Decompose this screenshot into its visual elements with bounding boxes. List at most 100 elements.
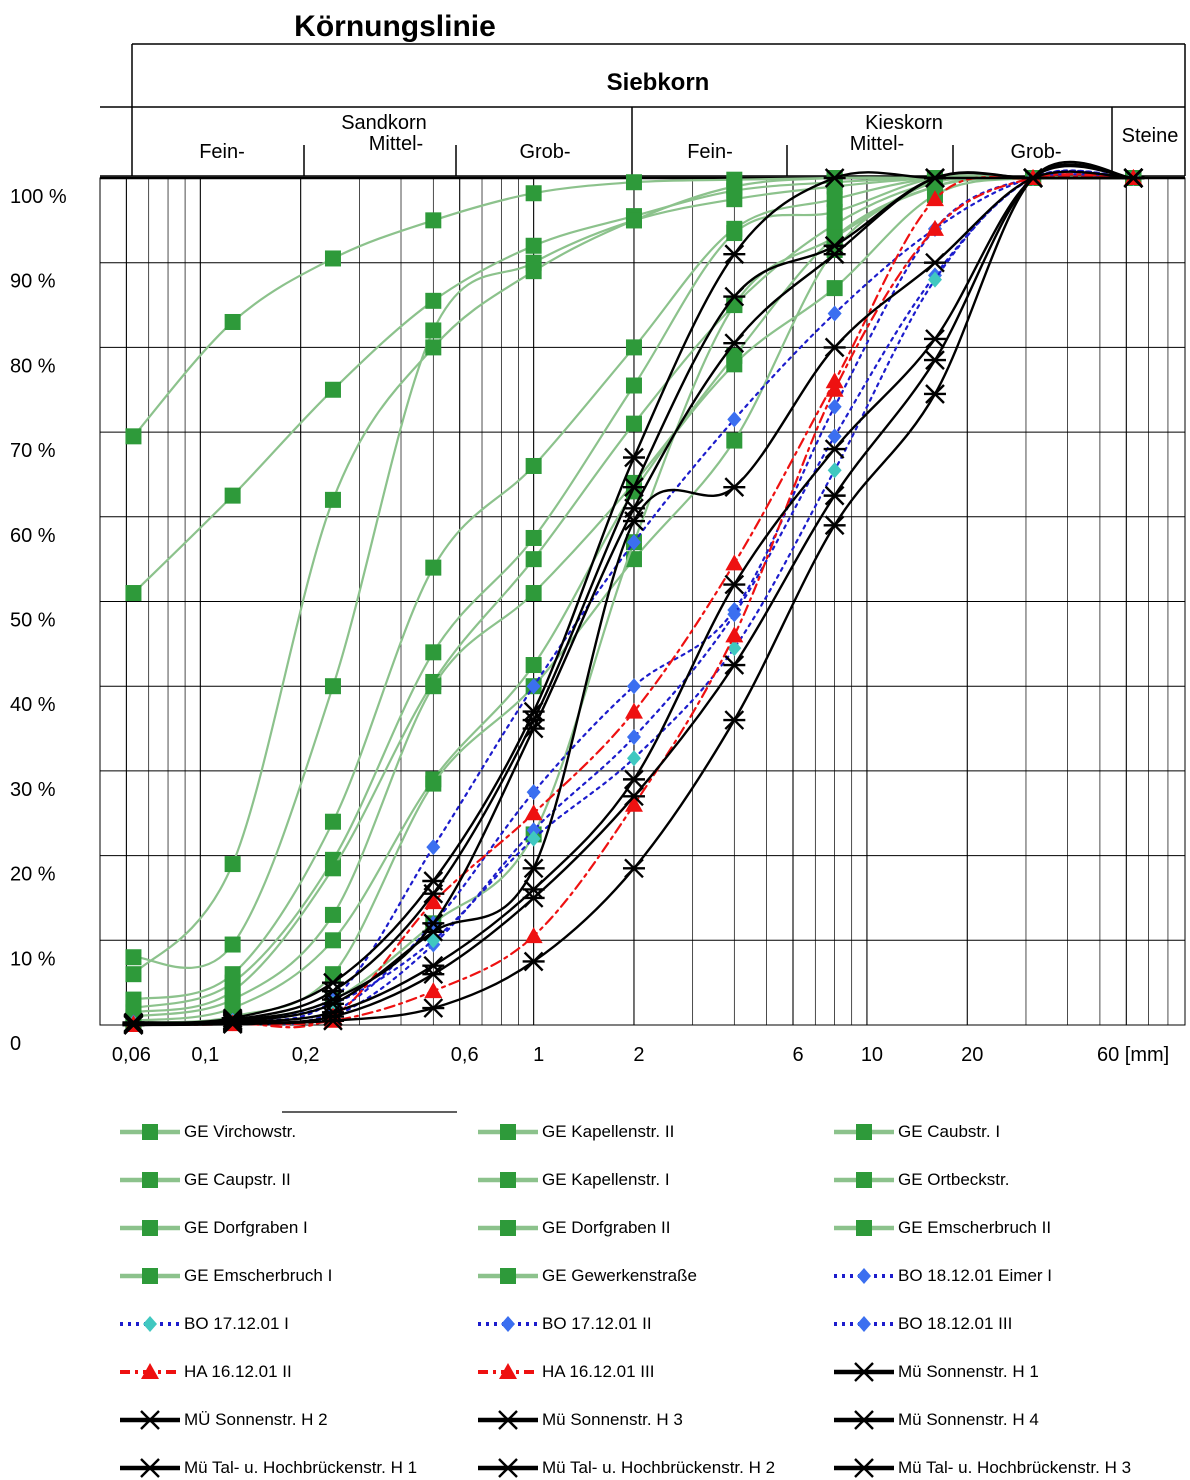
data-point — [923, 329, 946, 349]
legend-swatch — [834, 1124, 894, 1140]
legend-label: Mü Sonnenstr. H 3 — [542, 1410, 683, 1429]
plot-grid — [99, 176, 1186, 1026]
x-tick-label: 2 — [633, 1044, 644, 1066]
data-point — [425, 339, 442, 356]
data-point — [424, 982, 443, 999]
legend-marker — [853, 1458, 875, 1478]
data-point — [827, 398, 842, 415]
data-point — [426, 839, 441, 856]
series-11 — [126, 170, 1141, 1031]
data-point — [525, 263, 542, 280]
y-tick-label: 30 % — [10, 779, 56, 801]
header-sand-grob: Grob- — [519, 141, 570, 163]
data-point — [723, 333, 746, 354]
legend-marker — [497, 1458, 519, 1478]
series-8 — [125, 170, 1142, 1029]
legend-swatch — [834, 1316, 894, 1332]
data-point — [727, 411, 742, 428]
x-tick-label: 0,2 — [292, 1044, 320, 1066]
x-tick-label: 1 — [533, 1044, 544, 1066]
legend-marker — [142, 1124, 158, 1140]
y-tick-label: 70 % — [10, 440, 56, 462]
header-kies-grob: Grob- — [1010, 141, 1061, 163]
legend-label: GE Caubstr. I — [898, 1122, 1001, 1141]
y-tick-label: 90 % — [10, 271, 56, 293]
data-point — [827, 428, 842, 445]
legend-swatch — [478, 1124, 538, 1140]
data-point — [422, 964, 445, 985]
legend-label: GE Gewerkenstraße — [542, 1266, 697, 1285]
data-point — [525, 457, 542, 474]
legend-marker — [500, 1268, 516, 1284]
data-point — [626, 678, 641, 695]
data-point — [526, 830, 541, 847]
data-point — [625, 415, 642, 432]
data-point — [625, 377, 642, 394]
legend-marker — [500, 1124, 516, 1140]
header-sand-mittel: Mittel- — [369, 133, 423, 155]
legend-swatch — [120, 1410, 180, 1430]
data-point — [324, 932, 341, 949]
data-point — [522, 951, 545, 972]
legend-marker — [856, 1220, 872, 1236]
data-point — [324, 813, 341, 830]
data-point — [826, 280, 843, 297]
legend-label: HA 16.12.01 III — [542, 1362, 655, 1381]
legend-marker — [857, 1316, 871, 1332]
data-point — [923, 384, 946, 404]
data-point — [425, 212, 442, 229]
legend-swatch — [834, 1268, 894, 1284]
data-point — [723, 710, 746, 730]
y-tick-label: 0 — [10, 1033, 21, 1055]
data-point — [624, 702, 643, 719]
data-point — [622, 511, 645, 531]
y-tick-label: 20 % — [10, 864, 56, 886]
legend-marker — [139, 1458, 161, 1478]
legend-swatch — [120, 1316, 180, 1332]
legend-swatch — [834, 1220, 894, 1236]
data-point — [524, 804, 543, 821]
data-point — [324, 381, 341, 398]
legend-marker — [142, 1172, 158, 1188]
data-point — [321, 1010, 344, 1031]
series-10 — [125, 170, 1142, 1032]
legend-marker — [856, 1124, 872, 1140]
data-point — [324, 678, 341, 695]
data-point — [422, 998, 445, 1018]
data-point — [723, 574, 746, 595]
data-point — [923, 168, 946, 188]
data-point — [224, 487, 241, 504]
data-point — [625, 339, 642, 356]
data-point — [726, 178, 743, 195]
header-sand-fein: Fein- — [199, 141, 245, 163]
x-tick-label: 6 — [792, 1044, 803, 1066]
y-tick-label: 10 % — [10, 948, 56, 970]
data-point — [425, 644, 442, 661]
data-point — [726, 356, 743, 373]
legend-label: HA 16.12.01 II — [184, 1362, 292, 1381]
data-point — [622, 477, 645, 498]
legend-marker — [857, 1268, 871, 1284]
x-tick-label: 60 [mm] — [1097, 1044, 1169, 1066]
series-line — [132, 169, 1135, 1026]
legend-label: Mü Tal- u. Hochbrückenstr. H 3 — [898, 1458, 1132, 1477]
data-point — [823, 515, 846, 536]
data-point — [321, 1006, 344, 1027]
data-point — [622, 858, 645, 879]
header-steine: Steine — [1122, 125, 1179, 147]
data-point — [723, 286, 746, 307]
data-point — [425, 292, 442, 309]
series-line — [132, 175, 1135, 1022]
y-tick-label: 60 % — [10, 525, 56, 547]
series-22 — [122, 163, 1145, 1035]
data-point — [826, 203, 843, 220]
data-point — [626, 729, 641, 746]
data-point — [823, 168, 846, 188]
legend-marker — [853, 1362, 875, 1382]
legend-swatch — [834, 1458, 894, 1478]
data-point — [727, 606, 742, 623]
legend-label: BO 17.12.01 I — [184, 1314, 289, 1333]
legend-swatch — [478, 1220, 538, 1236]
data-point — [626, 534, 641, 551]
legend-label: Mü Sonnenstr. H 1 — [898, 1362, 1039, 1381]
